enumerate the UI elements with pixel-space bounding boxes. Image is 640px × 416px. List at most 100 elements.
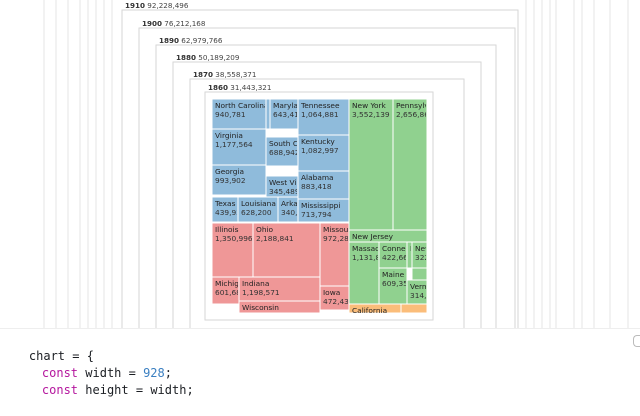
cell-northeast-sliver: [411, 267, 427, 281]
state-name: West Virginia: [269, 178, 317, 187]
state-name: New Jersey: [352, 232, 394, 241]
cell-rect: [238, 300, 321, 313]
frame-year: 1890: [159, 36, 179, 45]
cell-labels: New Jersey: [352, 232, 394, 241]
state-name: Maryland: [273, 101, 308, 110]
state-name: Pennsylvania: [396, 101, 445, 110]
treemap-1860: North Carolina940,781FMaryland643,417Ten…: [212, 99, 445, 315]
state-population: 439,93: [215, 208, 241, 217]
cell-rect: [319, 285, 350, 311]
state-population: 1,082,997: [301, 146, 339, 155]
cell-rect: [212, 128, 267, 166]
code-identifier: width: [85, 366, 122, 380]
code-operator: =: [121, 366, 144, 380]
cell-rect: [269, 99, 299, 130]
state-population: 609,350: [382, 279, 413, 288]
state-name: Maine: [382, 270, 405, 279]
code-operator: =: [128, 383, 151, 397]
code-line-3[interactable]: const height = width;: [13, 365, 194, 416]
cell-labels: California: [352, 306, 387, 315]
state-name: Vermont: [410, 282, 441, 291]
cell-labels: Wisconsin: [242, 303, 279, 312]
state-name: South Carolina: [269, 139, 323, 148]
state-name: Kentucky: [301, 137, 335, 146]
state-name: Texas: [214, 199, 236, 208]
state-name: New: [415, 244, 431, 253]
state-name: Illinois: [215, 225, 239, 234]
frame-population: 31,443,321: [228, 83, 271, 92]
cell-labels: Arkansas340,8: [281, 199, 297, 217]
state-name: Michigan: [215, 279, 248, 288]
state-population: 422,664: [382, 253, 413, 262]
state-name: California: [352, 306, 387, 315]
cell-rect: [297, 170, 350, 200]
state-name: Iowa: [323, 288, 340, 297]
frame-year: 1880: [176, 53, 196, 62]
frame-label-1860: 1860 31,443,321: [208, 83, 271, 92]
state-name: Alabama: [301, 173, 334, 182]
code-editor[interactable]: chart = { const width = 928; const heigh…: [0, 328, 640, 401]
code-identifier: chart: [28, 349, 66, 363]
code-identifier: height: [85, 383, 129, 397]
cell-rect: [319, 222, 350, 287]
treemap-svg: 1910 92,228,496 1900 76,212,168 1890 62,97…: [43, 0, 629, 328]
frame-population: 50,189,209: [196, 53, 240, 62]
state-population: 993,902: [215, 176, 246, 185]
state-name: Ohio: [256, 225, 274, 234]
code-keyword: const: [41, 366, 79, 380]
state-population: 1,064,881: [301, 110, 339, 119]
cell-collapse-icon[interactable]: [633, 335, 640, 347]
code-line-1[interactable]: chart = {: [0, 331, 94, 382]
state-name: Georgia: [215, 167, 244, 176]
state-population: 1,198,571: [242, 288, 280, 297]
cell-wisconsin: Wisconsin: [238, 300, 321, 313]
state-population: 883,418: [301, 182, 332, 191]
state-population: 972,28: [323, 234, 349, 243]
state-population: 713,794: [301, 210, 332, 219]
state-population: 940,781: [215, 110, 246, 119]
state-name: Mississippi: [301, 201, 340, 210]
cell-new-jersey: New Jersey: [348, 229, 427, 243]
state-name: Tennessee: [300, 101, 340, 110]
frame-year: 1860: [208, 83, 228, 92]
cell-labels: Massachusetts1,131,83: [352, 244, 378, 262]
state-population: 472,43: [323, 297, 349, 306]
cell-arkansas: Arkansas340,8: [277, 196, 299, 223]
state-population: 345,489: [269, 187, 300, 196]
cell-rect: [237, 196, 279, 223]
state-population: 643,417: [273, 110, 304, 119]
code-semicolon: ;: [164, 366, 172, 380]
code-line-2[interactable]: const width = 928;: [13, 348, 172, 399]
cell-rect: [212, 196, 239, 223]
state-population: 1,177,564: [215, 140, 253, 149]
state-name: North Carolina: [215, 101, 268, 110]
frame-population: 38,558,371: [213, 70, 256, 79]
state-name: Wisconsin: [242, 303, 279, 312]
frame-population: 76,212,168: [162, 19, 206, 28]
state-name: Louisiana: [241, 199, 276, 208]
